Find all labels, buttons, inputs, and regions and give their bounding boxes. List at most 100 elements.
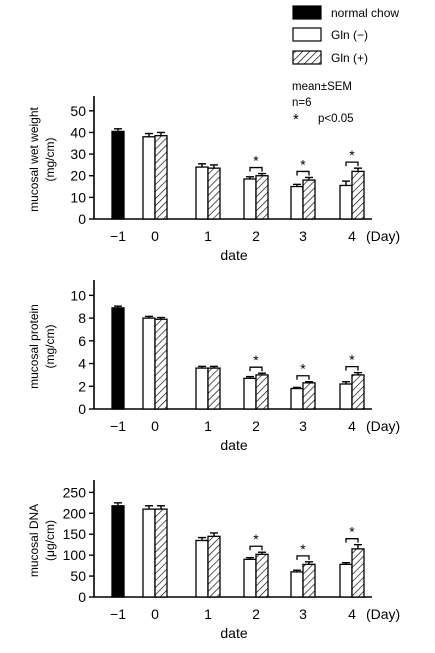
y-tick-label: 6 [78,333,86,349]
legend-sig-text: p<0.05 [318,113,354,125]
bar-gln--1 [154,508,168,598]
y-tick-label: 4 [78,356,86,372]
x-tick-label: −1 [110,418,126,434]
bar-gln--1 [142,508,156,598]
significance-star: * [349,352,355,368]
bar-normal-chow-0 [111,307,125,410]
bar-gln--4 [290,387,304,410]
bar-gln--2 [195,166,209,220]
y-tick-label: 100 [63,547,87,563]
chart-panel-2: 0 2 4 6 8 10 mucosal protein (mg/cm) −1 0 1 2 * 3 * 4 * (… [27,280,400,453]
y-tick-label: 2 [78,378,86,394]
bar-gln--4 [290,185,304,220]
bar-gln--1 [142,317,156,410]
legend-swatch-gln-plus [292,50,322,65]
y-axis-label: mucosal protein [27,304,41,389]
bar-gln--5 [351,374,365,410]
bar-gln--5 [339,563,353,598]
y-tick-label: 20 [70,168,86,184]
y-tick-label: 8 [78,310,86,326]
legend-label-normal-chow: normal chow [331,6,399,20]
x-unit-label: (Day) [366,606,400,622]
bar-gln--4 [302,563,316,598]
bar-gln--5 [351,548,365,598]
legend-label-gln-minus: Gln (−) [331,28,368,42]
y-axis-unit: (μg/cm) [43,520,57,561]
significance-star: * [349,147,355,163]
x-tick-label: −1 [110,606,126,622]
x-tick-label: 4 [348,606,356,622]
significance-star: * [349,524,355,540]
bar-gln--3 [243,377,257,410]
y-tick-label: 0 [78,401,86,417]
significance-bracket [345,365,359,371]
bar-gln--2 [195,367,209,410]
y-tick-label: 250 [63,484,87,500]
x-tick-label: 4 [348,228,356,244]
legend: normal chow Gln (−) Gln (+) mean±SEM n=6… [292,5,399,128]
bar-gln--1 [154,318,168,410]
y-tick-label: 30 [70,146,86,162]
bar-gln--3 [255,374,269,410]
x-tick-label: 2 [252,228,260,244]
x-tick-label: 1 [204,418,212,434]
bar-gln--3 [255,175,269,220]
x-tick-label: 0 [151,228,159,244]
x-tick-label: 2 [252,418,260,434]
x-tick-label: 2 [252,606,260,622]
bar-gln--1 [142,136,156,220]
y-axis-label: mucosal DNA [27,504,41,577]
legend-stat-line: mean±SEM [292,81,352,93]
x-axis-label: date [220,625,247,641]
bar-gln--2 [207,367,221,410]
y-tick-label: 50 [70,103,86,119]
x-tick-label: 0 [151,606,159,622]
x-axis-label: date [220,247,247,263]
x-tick-label: 1 [204,606,212,622]
x-axis-label: date [220,437,247,453]
y-tick-label: 200 [63,505,87,521]
bar-gln--1 [154,135,168,220]
significance-bracket [296,170,310,176]
y-axis-unit: (mg/cm) [43,325,57,369]
x-tick-label: 3 [299,606,307,622]
x-unit-label: (Day) [366,418,400,434]
legend-label-gln-plus: Gln (+) [331,51,368,65]
bar-normal-chow-0 [111,505,125,598]
x-tick-label: 1 [204,228,212,244]
y-tick-label: 0 [78,211,86,227]
chart-panel-1: 0 10 20 30 40 50 mucosal wet weight (mg/cm) −1 0 1… [27,96,400,263]
bar-gln--3 [243,558,257,598]
y-tick-label: 10 [70,189,86,205]
significance-bracket [345,161,359,167]
y-tick-label: 0 [78,589,86,605]
significance-bracket [249,166,263,172]
x-unit-label: (Day) [366,228,400,244]
legend-sig-mark: * [293,111,299,128]
significance-bracket [296,375,310,380]
significance-star: * [300,361,306,377]
x-tick-label: 3 [299,418,307,434]
bar-gln--2 [195,539,209,598]
significance-bracket [345,538,359,543]
legend-swatch-normal-chow [292,5,322,20]
significance-bracket [249,545,263,551]
bar-gln--4 [302,179,316,220]
x-tick-label: 4 [348,418,356,434]
bar-normal-chow-0 [111,130,125,220]
significance-bracket [296,555,310,560]
bar-gln--2 [207,535,221,598]
bar-gln--4 [302,382,316,410]
significance-star: * [300,156,306,172]
significance-star: * [253,153,259,169]
y-tick-label: 150 [63,526,87,542]
x-tick-label: −1 [110,228,126,244]
y-axis-label: mucosal wet weight [27,106,41,211]
significance-star: * [253,352,259,368]
significance-bracket [249,366,263,372]
legend-swatch-gln-minus [292,27,322,42]
bar-gln--3 [243,178,257,220]
y-tick-label: 10 [70,287,86,303]
bar-gln--5 [351,170,365,220]
